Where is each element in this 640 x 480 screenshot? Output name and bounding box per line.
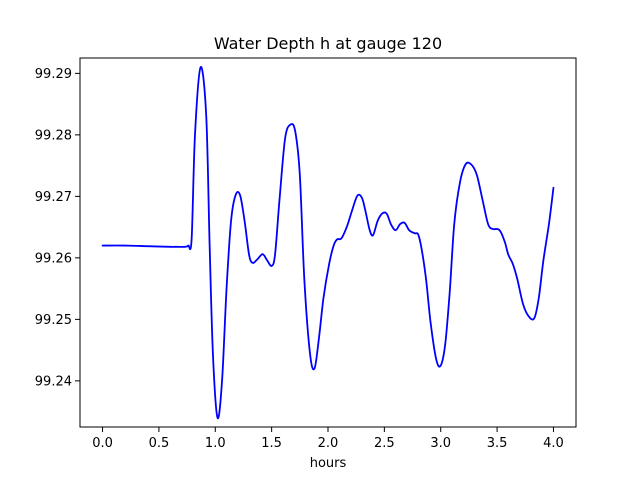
x-tick-label: 2.5: [374, 436, 395, 451]
x-tick-label: 1.0: [205, 436, 226, 451]
x-tick-label: 4.0: [543, 436, 564, 451]
y-tick-label: 99.24: [35, 374, 72, 389]
x-tick-label: 3.0: [430, 436, 451, 451]
chart-title: Water Depth h at gauge 120: [214, 34, 442, 53]
y-tick-label: 99.29: [35, 67, 72, 82]
x-tick-label: 1.5: [261, 436, 282, 451]
x-tick-label: 0.0: [92, 436, 113, 451]
series-line-0: [101, 66, 555, 420]
x-tick-label: 2.0: [318, 436, 339, 451]
y-tick-label: 99.27: [35, 190, 72, 205]
y-axis: 99.24 99.25 99.26 99.27 99.28 99.29: [35, 67, 80, 389]
x-tick-label: 3.5: [487, 436, 508, 451]
x-tick-label: 0.5: [149, 436, 170, 451]
plot-area: [101, 66, 555, 420]
x-axis: 0.0 0.5 1.0 1.5 2.0 2.5 3.0 3.5 4.0: [92, 427, 564, 451]
x-axis-label: hours: [310, 456, 347, 471]
y-tick-label: 99.25: [35, 313, 72, 328]
y-tick-label: 99.28: [35, 128, 72, 143]
y-tick-label: 99.26: [35, 251, 72, 266]
